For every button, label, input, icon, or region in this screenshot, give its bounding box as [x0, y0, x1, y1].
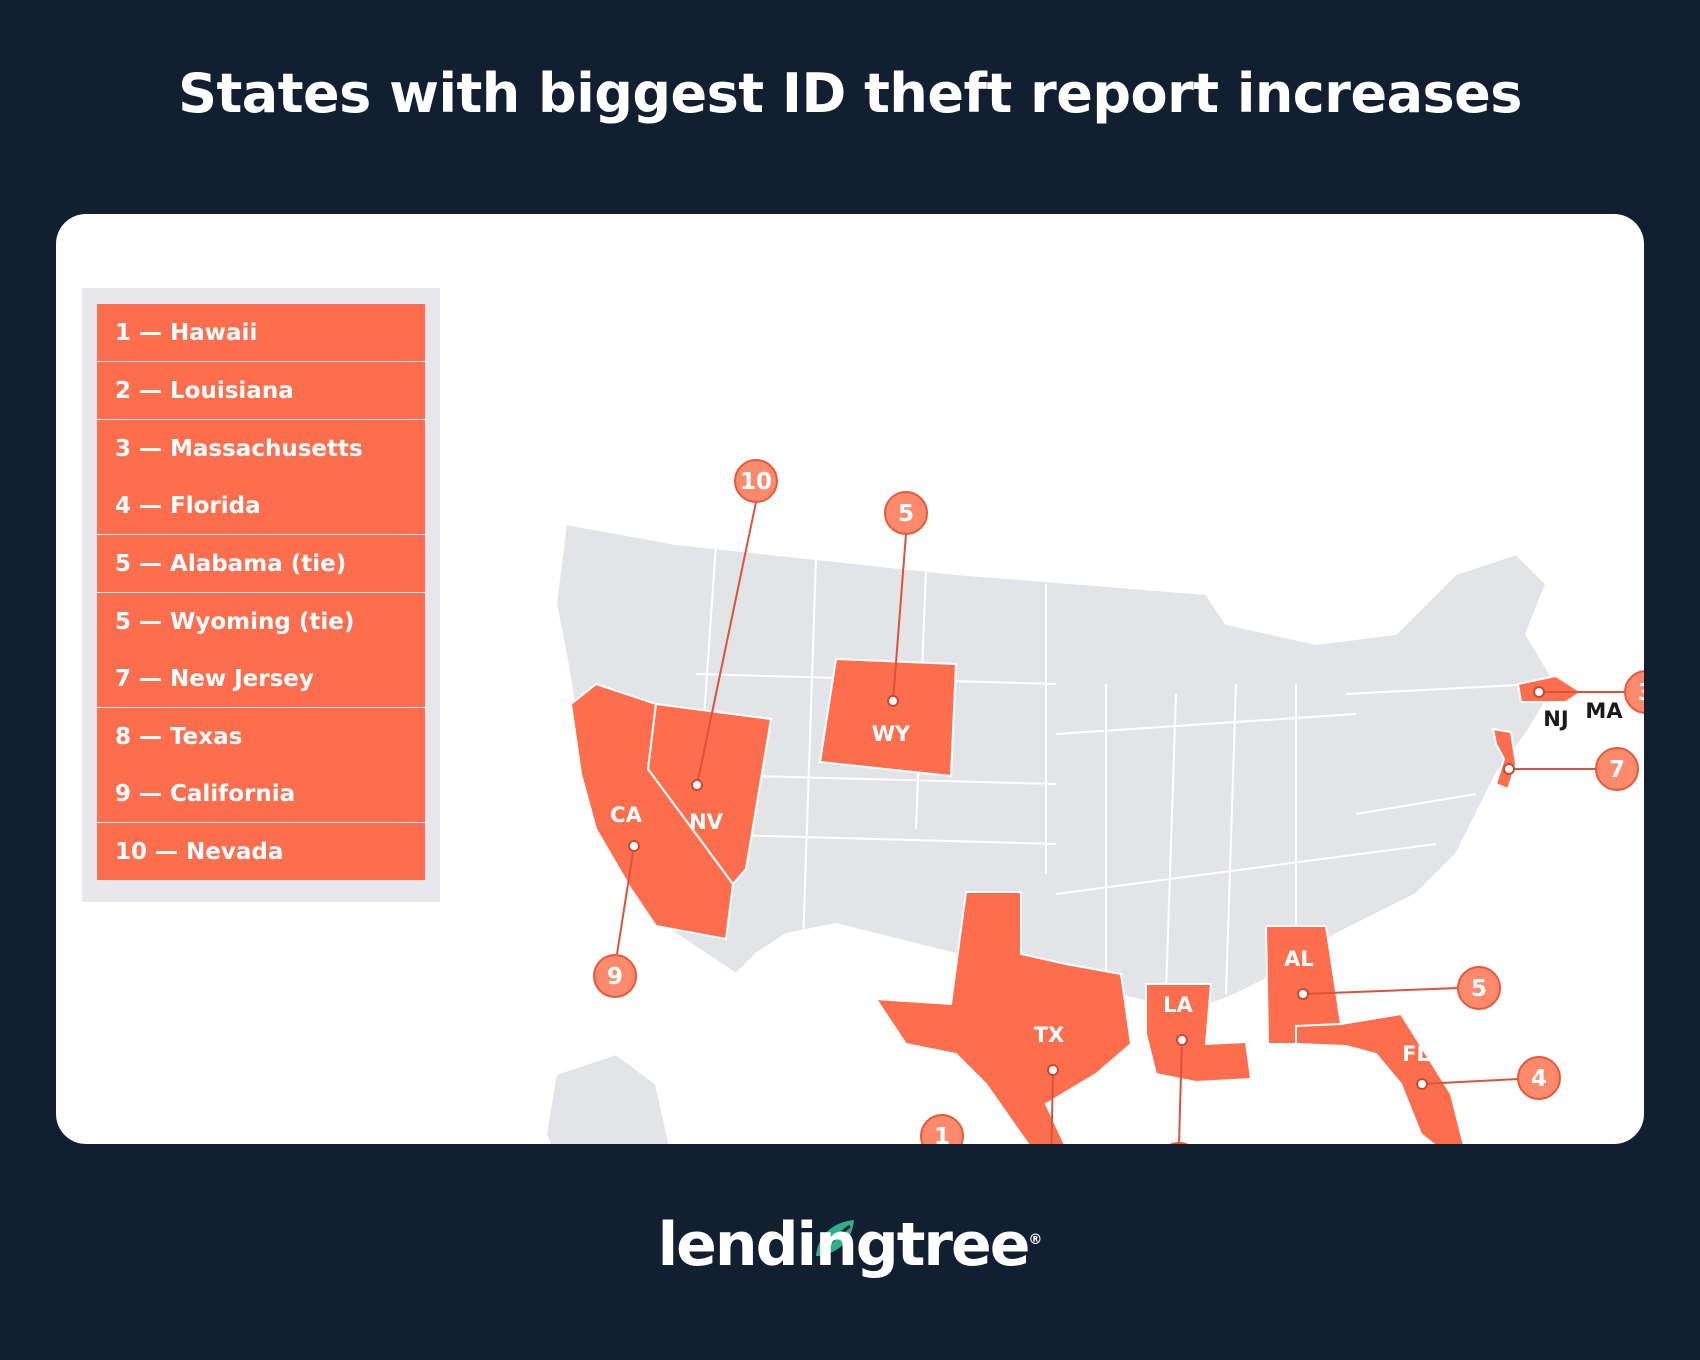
label-nv: NV [689, 810, 724, 834]
legend-item-texas: 8 — Texas [97, 708, 425, 765]
legend-item-louisiana: 2 — Louisiana [97, 362, 425, 419]
rank-markers: 1 2 3 4 5 5 [593, 459, 1644, 1144]
badge-wy-rank: 5 [898, 501, 914, 527]
legend-item-nevada: 10 — Nevada [97, 823, 425, 880]
label-nj: NJ [1543, 707, 1568, 731]
badge-la [1169, 1142, 1189, 1144]
state-tx [874, 891, 1133, 1144]
badge-ma [1624, 670, 1644, 714]
badge-al-rank: 5 [1471, 976, 1487, 1002]
legend-item-wyoming: 5 — Wyoming (tie) [97, 593, 425, 650]
badge-nj-rank: 7 [1609, 757, 1625, 783]
state-labels: CA NV WY TX LA AL FL NJ MA HI [610, 699, 1623, 1066]
badge-nv-rank: 10 [740, 469, 772, 495]
state-wy [818, 657, 958, 778]
legend-item-massachusetts: 3 — Massachusetts [97, 420, 425, 477]
badge-hi-rank: 1 [934, 1124, 950, 1144]
label-fl: FL [1402, 1042, 1430, 1066]
state-la [1145, 983, 1253, 1084]
badge-fl [1517, 1056, 1561, 1100]
label-wy: WY [872, 722, 911, 746]
label-tx: TX [1034, 1023, 1065, 1047]
label-al: AL [1284, 947, 1314, 971]
badge-hi [920, 1114, 964, 1144]
us-map: CA NV WY TX LA AL FL NJ MA HI 1 2 [544, 459, 1644, 1144]
legend-item-new-jersey: 7 — New Jersey [97, 650, 425, 707]
logo-wordmark: lendingtree [657, 1210, 1031, 1280]
legend-item-hawaii: 1 — Hawaii [97, 304, 425, 361]
label-la: LA [1163, 993, 1193, 1017]
highlighted-states [569, 657, 1583, 1144]
legend-item-alabama: 5 — Alabama (tie) [97, 535, 425, 592]
state-outline-alaska [544, 1052, 671, 1144]
badge-al [1457, 966, 1501, 1010]
badge-ca [593, 954, 637, 998]
state-ma [1516, 674, 1583, 703]
badge-wy [884, 491, 928, 535]
legend-item-florida: 4 — Florida [97, 477, 425, 534]
badge-fl-rank: 4 [1531, 1066, 1547, 1092]
label-ca: CA [610, 803, 642, 827]
lendingtree-logo: lendingtree® [0, 1210, 1700, 1280]
badge-ma-rank: 3 [1638, 680, 1644, 706]
state-nv [646, 702, 773, 886]
rank-legend: 1 — Hawaii 2 — Louisiana 3 — Massachuset… [82, 288, 440, 902]
badge-nv [734, 459, 778, 503]
page-title: States with biggest ID theft report incr… [178, 62, 1522, 125]
badge-nj [1595, 747, 1639, 791]
registered-mark: ® [1028, 1232, 1043, 1248]
leaf-icon [816, 1220, 854, 1256]
label-ma: MA [1585, 699, 1623, 723]
state-fl [1295, 1012, 1465, 1144]
map-card: 1 — Hawaii 2 — Louisiana 3 — Massachuset… [56, 214, 1644, 1144]
badge-ca-rank: 9 [607, 964, 623, 990]
legend-item-california: 9 — California [97, 765, 425, 822]
